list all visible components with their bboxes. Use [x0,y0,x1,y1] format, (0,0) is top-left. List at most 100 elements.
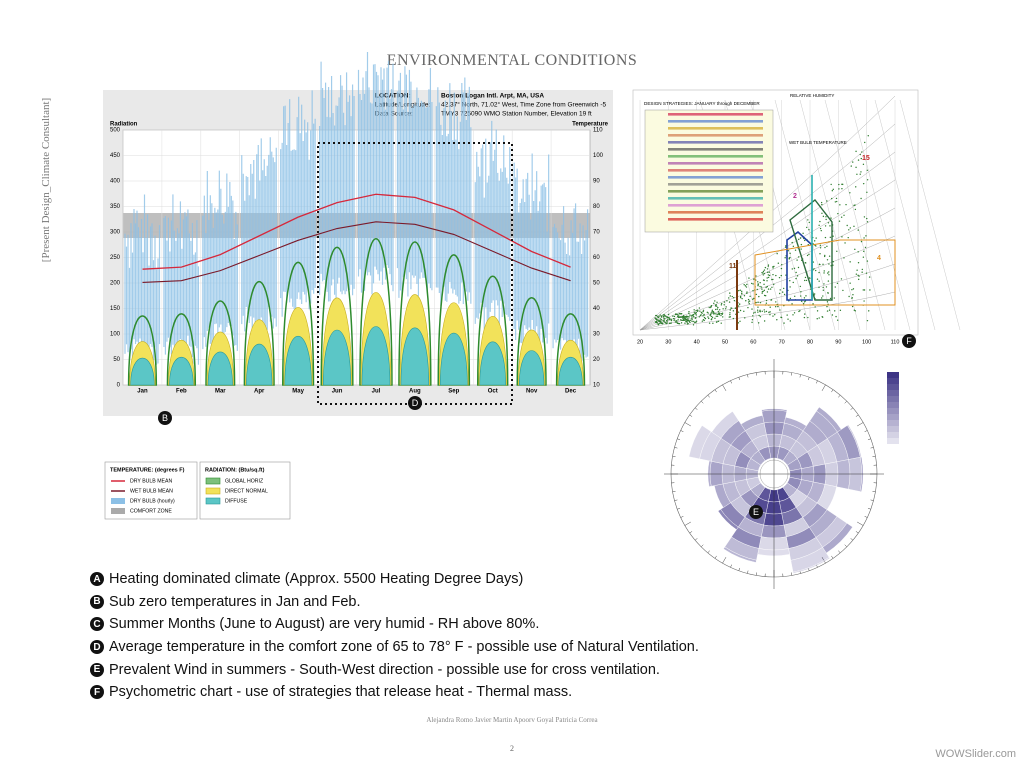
location-label: Data Source: [375,111,413,118]
psych-point [857,262,860,264]
psych-point [692,324,695,326]
rose-tick [738,377,741,381]
psych-point [843,214,845,216]
rose-tick [672,455,676,457]
rose-cell [688,425,712,460]
psych-point [660,318,663,321]
diffuse [479,341,506,386]
psych-point [778,276,781,279]
psych-point [775,274,777,277]
diffuse [400,327,430,386]
strategy-row [668,162,763,165]
psych-point [860,240,863,243]
psych-point [729,312,731,314]
y-tick-label: 150 [110,306,121,312]
psych-point [730,307,732,309]
psych-point [840,278,843,280]
psych-point [668,318,671,321]
psych-point [656,316,659,318]
psych-point [816,310,819,312]
psych-point [820,229,822,232]
psych-point [691,314,693,317]
global-horiz [127,315,158,386]
rose-tick [864,516,868,518]
x-tick-label: Aug [409,389,421,395]
psych-point [674,321,677,323]
psych-point [778,292,781,295]
psych-point [737,305,740,307]
strategy-row [668,127,763,130]
psych-point [738,303,741,305]
psych-point [715,321,718,323]
psych-point [841,183,844,186]
legend-swatch [205,487,221,495]
psych-point [819,253,821,255]
psych-point [827,280,830,282]
psych-point [789,286,791,288]
psych-point [662,320,664,322]
psych-point [831,197,833,200]
psych-point [838,183,840,186]
psych-point [690,319,692,322]
psych-point [822,286,824,289]
psych-point [756,309,759,311]
psych-point [766,268,769,270]
psych-point [799,295,802,297]
psych-point [762,274,765,276]
psych-point [785,245,787,247]
legend-swatch [111,498,125,504]
y-tick-label: 400 [110,179,121,185]
note-letter: D [90,640,104,655]
psych-point [691,317,693,319]
psych-point [694,317,697,320]
rose-cell [836,459,851,490]
rose-tick [700,400,704,404]
psych-point [772,315,774,317]
psych-point [844,242,846,244]
psych-point [791,303,793,305]
psych-point [676,320,678,322]
psych-point [688,312,690,315]
psych-point [711,310,713,313]
psych-point [763,283,765,286]
strategy-row [668,155,763,158]
psych-x-tick: 100 [862,339,871,345]
rose-tick [674,447,678,449]
psych-point [757,281,759,283]
psych-point [654,321,657,323]
rh-curve [639,179,896,331]
legend-title: RADIATION: (Btu/sq.ft) [205,467,265,473]
rose-scale [887,426,899,432]
psych-point [854,248,856,251]
psych-point [826,259,829,261]
psych-point [708,322,711,324]
psych-point [655,314,658,317]
psych-point [687,315,689,318]
global-horiz [555,313,586,386]
psych-point [798,310,800,313]
psych-point [808,253,810,256]
psych-point [693,316,695,318]
psych-point [714,305,717,307]
psych-point [722,316,724,318]
note-text: Average temperature in the comfort zone … [109,639,699,656]
psych-point [822,215,825,218]
psych-point [755,293,758,296]
psych-point [729,295,731,297]
psych-point [839,204,841,206]
psych-point [711,316,714,319]
psych-point [728,301,731,303]
psych-point [759,310,761,313]
y-tick-label: 50 [113,357,120,363]
psych-point [732,317,735,320]
rose-scale [887,414,899,420]
psych-point [818,224,820,226]
psych-point [658,315,660,318]
rose-cell [761,408,788,412]
psych-point [717,306,719,309]
note-text: Sub zero temperatures in Jan and Feb. [109,593,361,610]
psych-point [655,318,658,320]
zone-number: 4 [877,255,881,262]
psych-point [777,305,779,308]
psych-point [716,315,719,318]
